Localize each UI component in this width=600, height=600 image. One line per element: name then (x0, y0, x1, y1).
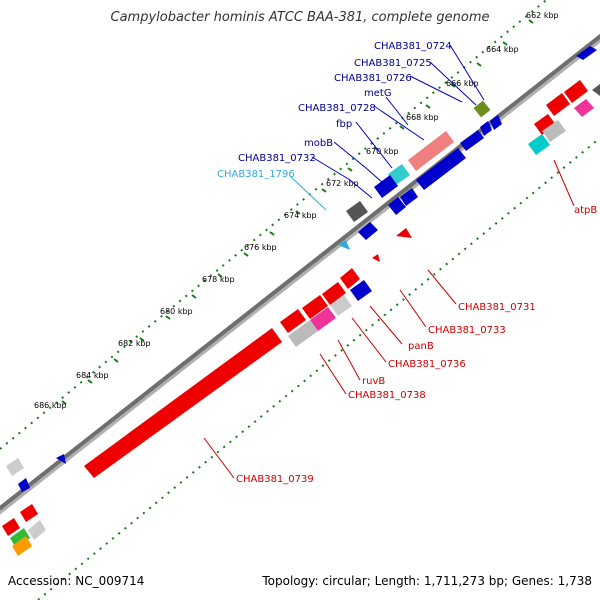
tick-label: 670 kbp (366, 147, 399, 156)
gene-label: CHAB381_1796 (217, 169, 295, 180)
gene-label: CHAB381_0733 (428, 325, 506, 336)
tick-label: 662 kbp (526, 11, 559, 20)
tick-label: 668 kbp (406, 113, 439, 122)
gene-arrow (18, 478, 30, 492)
gene-arrow (388, 197, 406, 215)
reverse-connectors (203, 159, 575, 479)
tick-label: 684 kbp (76, 371, 109, 380)
gene-arrow (546, 93, 570, 116)
gene-box (346, 201, 368, 222)
gene-arrow (280, 309, 306, 333)
gene-arrow (400, 188, 418, 206)
tick-label: 664 kbp (486, 45, 519, 54)
gene-box (28, 520, 46, 540)
accession-text: Accession: NC_009714 (8, 574, 145, 588)
map-title: Campylobacter hominis ATCC BAA-381, comp… (110, 10, 490, 25)
tick-label: 682 kbp (118, 339, 151, 348)
gene-arrow (564, 80, 588, 103)
gene-box (350, 280, 372, 301)
tick-label: 672 kbp (326, 179, 359, 188)
gene-label: CHAB381_0739 (236, 474, 314, 485)
gene-arrow (358, 222, 378, 240)
tick-label: 678 kbp (202, 275, 235, 284)
gene-label: ruvB (362, 376, 385, 387)
gene-arrow (576, 46, 597, 60)
gene-label: CHAB381_0731 (458, 302, 536, 313)
gene-arrow (490, 115, 502, 130)
backbone (0, 33, 600, 511)
reverse-genes (2, 80, 600, 556)
tick-label: 666 kbp (446, 79, 479, 88)
gene-label: panB (408, 341, 434, 352)
gene-arrow (20, 504, 38, 522)
gene-arrow (374, 175, 398, 198)
gene-box (473, 100, 491, 118)
tick-label: 680 kbp (160, 307, 193, 316)
tick-label: 676 kbp (244, 243, 277, 252)
gene-box (408, 131, 454, 171)
gene-label: metG (364, 88, 392, 99)
gene-arrow (534, 114, 556, 135)
outer-dotted-ring (0, 0, 548, 450)
gene-box (388, 164, 410, 185)
gene-arrow (2, 518, 20, 536)
gene-arrow (460, 130, 484, 151)
gene-label: fbp (336, 119, 352, 130)
rna-connector (289, 175, 327, 211)
tick-label: 674 kbp (284, 211, 317, 220)
forward-genes (6, 46, 597, 492)
gene-arrow (302, 295, 328, 319)
gene-box (288, 320, 318, 347)
gene-box (10, 528, 30, 548)
gene-label: CHAB381_0725 (354, 58, 432, 69)
gene-arrow (396, 228, 412, 238)
gene-arrow (322, 282, 346, 305)
gene-box (330, 295, 352, 316)
gene-label: CHAB381_0732 (238, 153, 316, 164)
gene-arrow (416, 148, 466, 190)
gene-box (592, 84, 600, 96)
gene-arrow (56, 454, 66, 464)
genome-summary-text: Topology: circular; Length: 1,711,273 bp… (262, 574, 592, 588)
gene-box (12, 536, 32, 556)
gene-arrow (338, 240, 350, 250)
gene-label: CHAB381_0736 (388, 359, 466, 370)
inner-dotted-ring (37, 137, 600, 600)
gene-label: CHAB381_0726 (334, 73, 412, 84)
gene-label: CHAB381_0738 (348, 390, 426, 401)
gene-box (6, 458, 24, 476)
gene-label: CHAB381_0728 (298, 103, 376, 114)
forward-connectors (311, 44, 485, 199)
gene-arrow (340, 268, 360, 289)
gene-arrow (480, 121, 492, 136)
gene-label: mobB (304, 138, 333, 149)
gene-box (542, 120, 566, 142)
gene-box (310, 307, 336, 331)
gene-label: CHAB381_0724 (374, 41, 452, 52)
major-ticks (61, 19, 534, 405)
tick-label: 686 kbp (34, 401, 67, 410)
gene-arrow (372, 254, 380, 262)
gene-label: atpB (574, 205, 597, 216)
gene-arrow (84, 328, 282, 478)
gene-box (528, 134, 550, 155)
gene-box (574, 99, 594, 117)
